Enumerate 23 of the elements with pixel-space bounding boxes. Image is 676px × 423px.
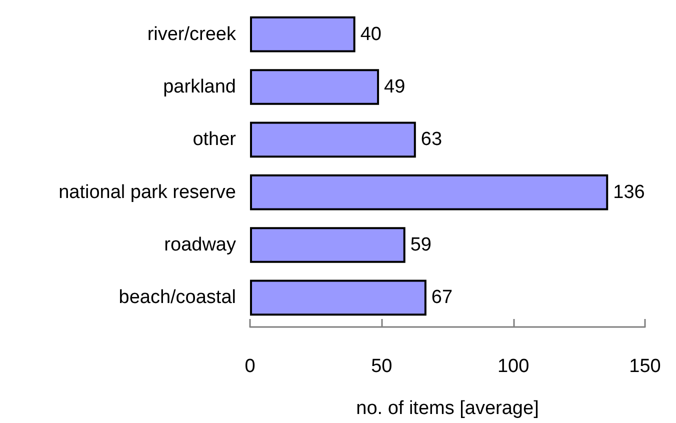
x-tick-label: 100 bbox=[497, 356, 530, 377]
y-tick-label: other bbox=[192, 129, 237, 150]
y-tick-label: parkland bbox=[163, 76, 236, 98]
x-axis-title: no. of items [average] bbox=[356, 398, 539, 419]
bar bbox=[250, 69, 380, 105]
x-tick-label: 0 bbox=[244, 356, 256, 377]
bar bbox=[250, 174, 608, 210]
data-label: 59 bbox=[410, 234, 432, 256]
y-tick-label: beach/coastal bbox=[118, 287, 236, 308]
data-label: 49 bbox=[384, 76, 406, 98]
bar bbox=[250, 280, 426, 316]
data-label: 63 bbox=[420, 129, 442, 150]
y-tick-label: river/creek bbox=[147, 24, 236, 45]
bar bbox=[250, 122, 416, 158]
x-tick-label: 50 bbox=[371, 356, 392, 377]
x-tick-label: 150 bbox=[629, 356, 661, 377]
bar bbox=[250, 16, 356, 52]
y-tick-label: national park reserve bbox=[58, 182, 236, 203]
data-label: 67 bbox=[431, 287, 453, 308]
bar bbox=[250, 227, 406, 263]
y-tick-label: roadway bbox=[164, 234, 236, 256]
data-label: 40 bbox=[360, 24, 382, 45]
data-label: 136 bbox=[613, 182, 645, 203]
